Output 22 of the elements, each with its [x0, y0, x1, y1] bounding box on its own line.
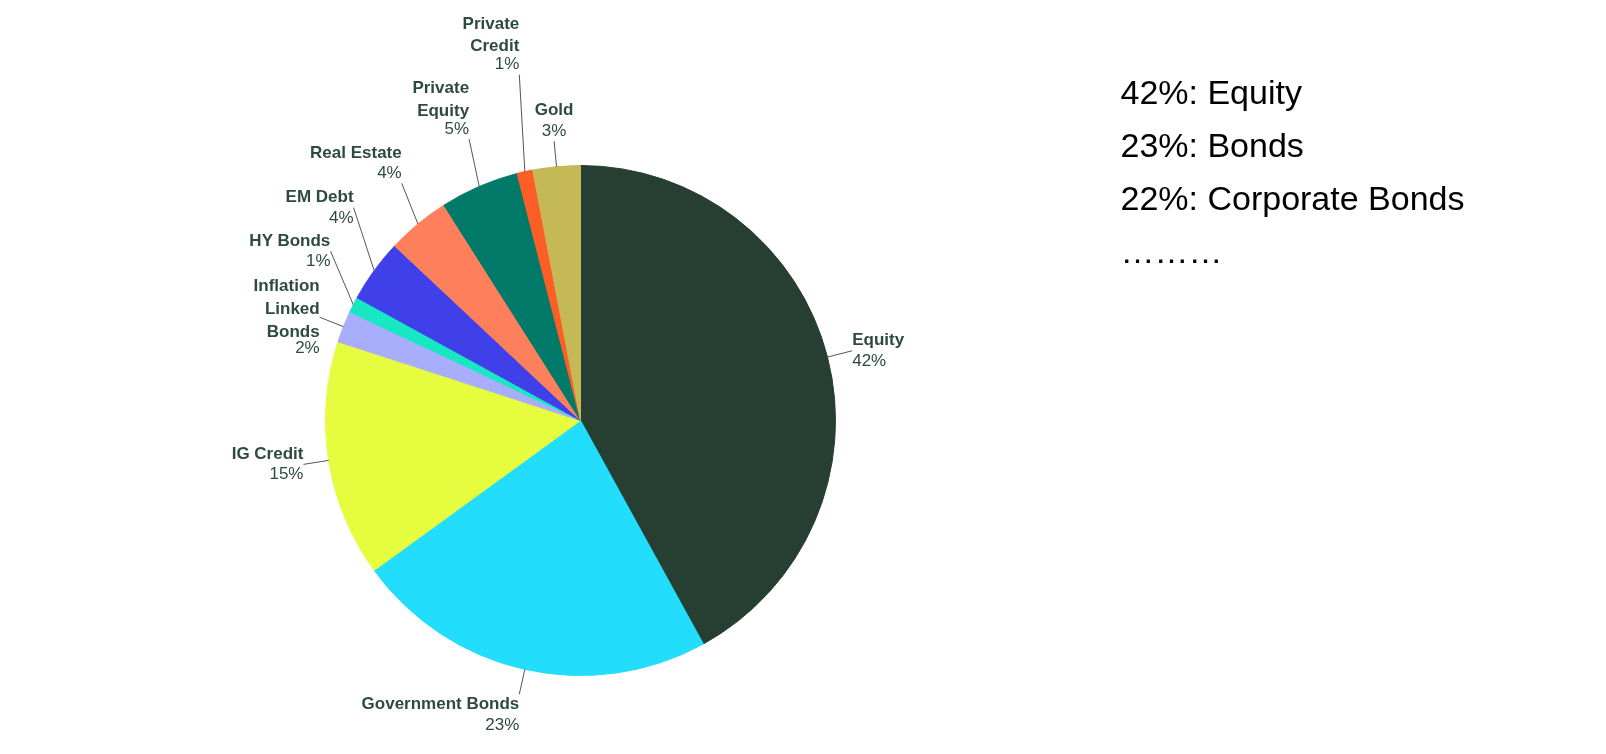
data-label: 4% [329, 207, 354, 227]
slice-label: Private Equity [412, 77, 470, 120]
data-label: 3% [541, 120, 567, 140]
slice-label: HY Bonds [249, 230, 331, 250]
data-label: 15% [269, 464, 304, 484]
slice-label: Equity [852, 330, 905, 350]
slice-label: Gold [534, 100, 574, 120]
data-label: 42% [852, 350, 887, 370]
data-label: 4% [377, 162, 402, 182]
data-label: 1% [494, 54, 520, 74]
data-label: 23% [485, 714, 520, 734]
slice-label: Real Estate [310, 142, 402, 162]
data-label: 1% [306, 251, 331, 271]
slice-label: Private Credit [462, 13, 520, 56]
data-label: 5% [444, 118, 470, 138]
text: ……… [1120, 231, 1223, 270]
slice-label: EM Debt [285, 187, 354, 207]
text: 42%: Equity [1120, 72, 1302, 111]
slice-label: Government Bonds [361, 694, 520, 714]
slice-label: IG Credit [231, 443, 304, 463]
text: 23%: Bonds [1120, 125, 1304, 164]
text: 22%: Corporate Bonds [1120, 178, 1465, 217]
